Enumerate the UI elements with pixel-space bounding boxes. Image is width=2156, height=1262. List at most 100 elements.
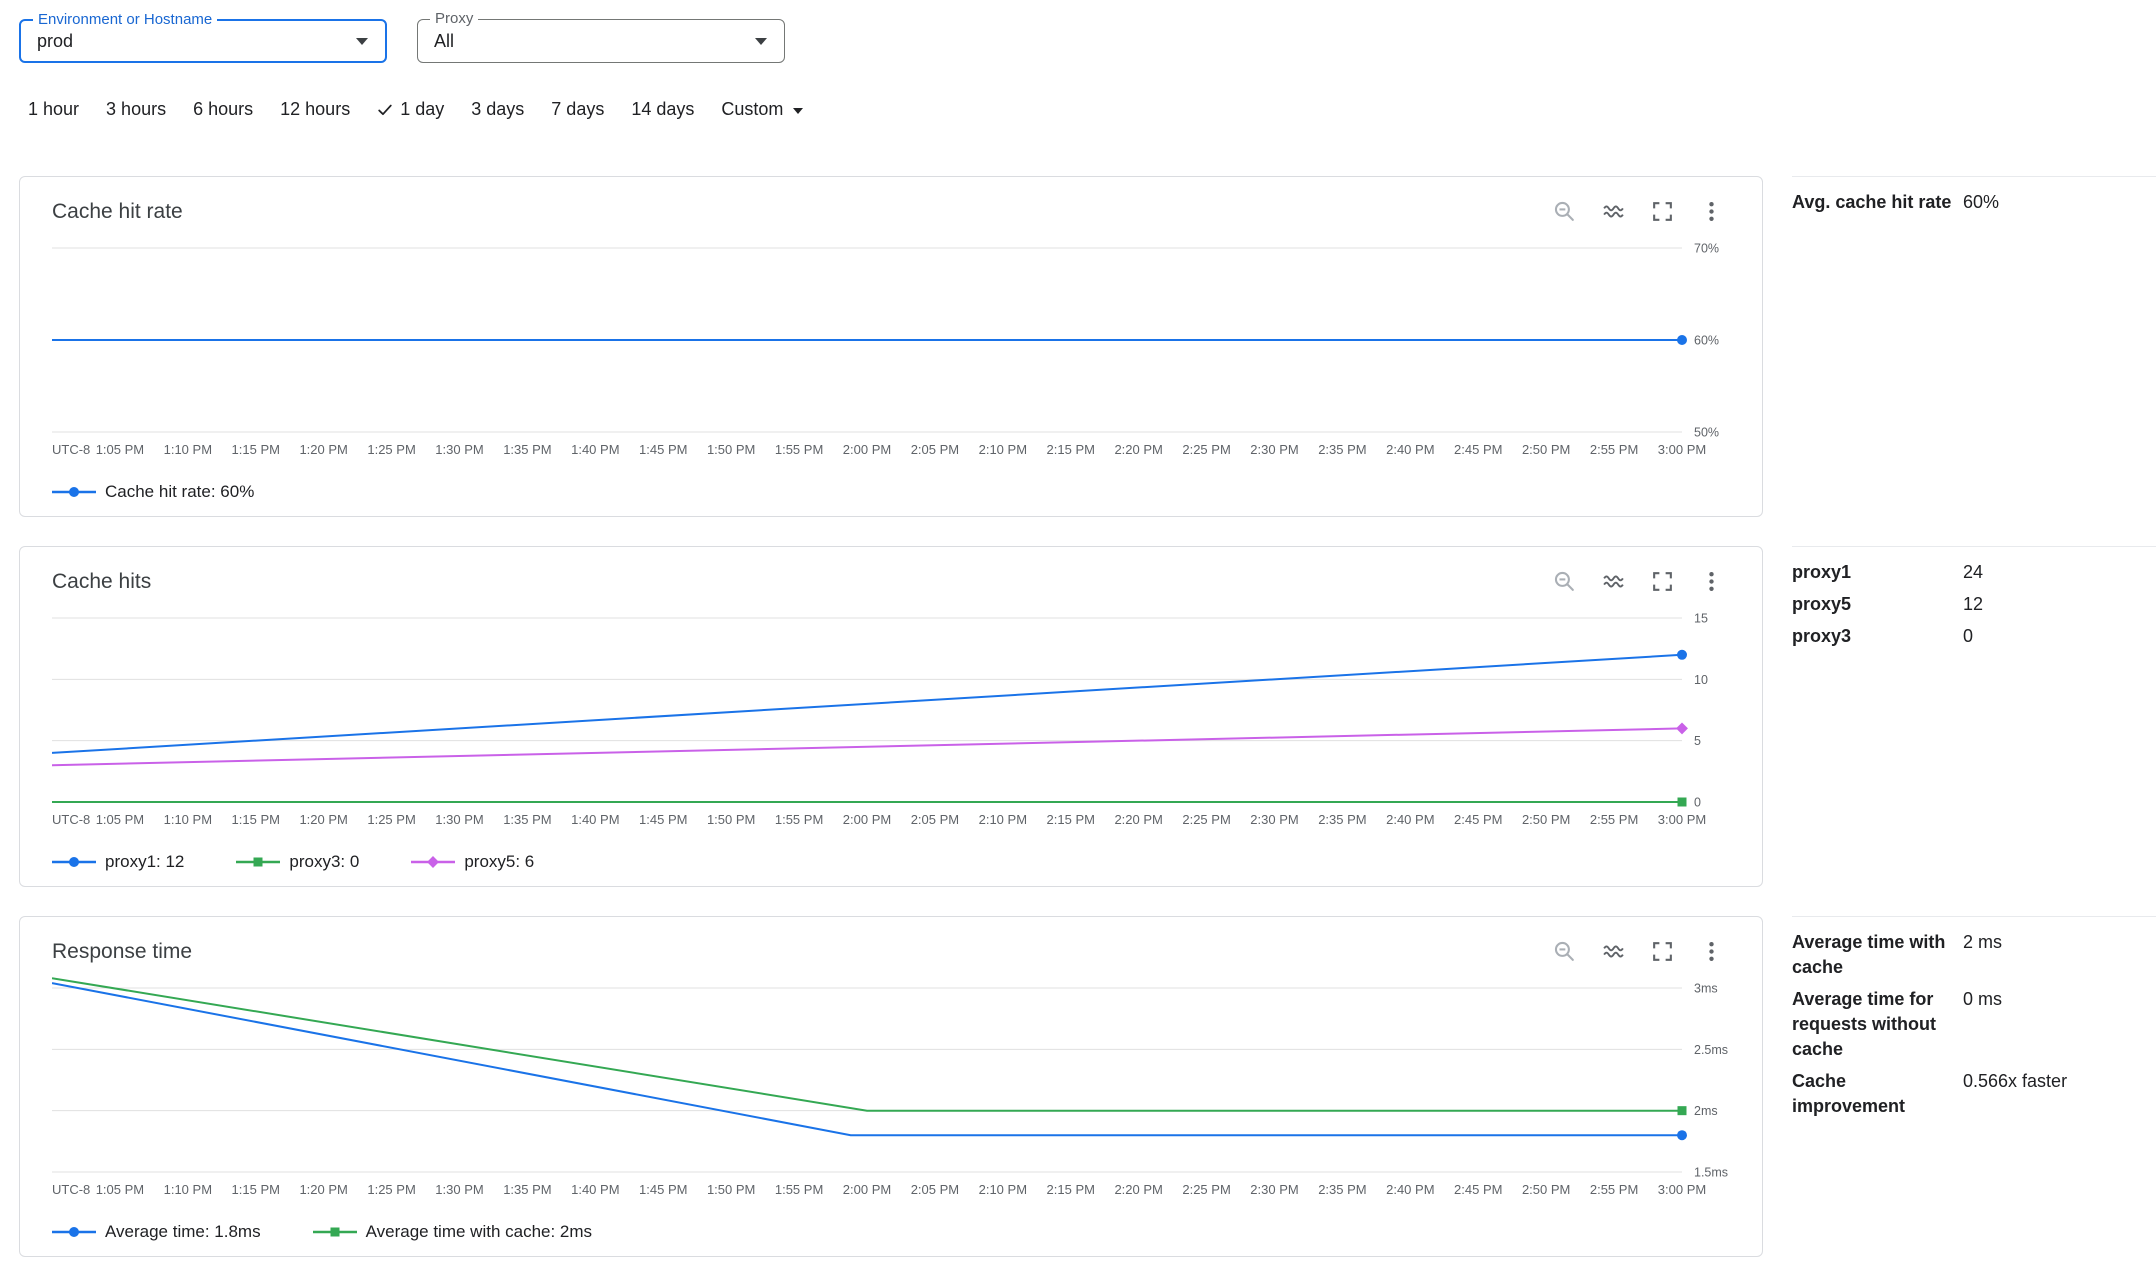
x-axis-tick-label: 1:30 PM [435, 812, 483, 827]
x-axis-tick-label: UTC-8 [52, 1182, 90, 1197]
more-options-icon[interactable] [1699, 199, 1724, 224]
proxy-select[interactable]: Proxy All [417, 10, 785, 63]
more-options-icon[interactable] [1699, 569, 1724, 594]
fullscreen-icon[interactable] [1650, 199, 1675, 224]
stat-row: Average time with cache 2 ms [1792, 930, 2156, 980]
x-axis-tick-label: 3:00 PM [1658, 1182, 1706, 1197]
x-axis-tick-label: 1:15 PM [232, 812, 280, 827]
chart-canvas[interactable]: 3ms 2.5ms 2ms 1.5ms UTC-8 1:05 PM 1:10 PM 1:15 … [52, 972, 1730, 1212]
time-range-option-7-days[interactable]: 7 days [551, 99, 604, 120]
series-end-marker [1676, 722, 1688, 735]
time-range-option-14-days[interactable]: 14 days [631, 99, 694, 120]
legend-marker-icon [52, 857, 96, 867]
stat-value: 0.566x faster [1963, 1071, 2068, 1091]
stat-value: 0 [1963, 626, 1974, 646]
smooth-lines-icon[interactable] [1601, 569, 1626, 594]
stat-row: proxy5 12 [1792, 592, 2156, 617]
time-range-option-1-day[interactable]: 1 day [377, 99, 444, 120]
x-axis-tick-label: 2:15 PM [1047, 812, 1095, 827]
smooth-lines-icon[interactable] [1601, 939, 1626, 964]
legend-marker-icon [411, 856, 456, 868]
chart-canvas[interactable]: 15 10 5 0 UTC-8 1:05 PM 1:10 PM 1:15 PM 1:20 PM 1… [52, 602, 1730, 842]
series-end-marker [330, 1227, 340, 1237]
y-axis-tick-label: 10 [1694, 673, 1708, 687]
y-axis-tick-label: 60% [1694, 334, 1719, 348]
x-axis-tick-label: 2:25 PM [1182, 812, 1230, 827]
stat-value: 12 [1963, 594, 1984, 614]
fullscreen-icon[interactable] [1650, 569, 1675, 594]
chart-card: Response time [19, 916, 1763, 1257]
x-axis-tick-label: 1:05 PM [96, 1182, 144, 1197]
zoom-out-icon[interactable] [1552, 569, 1577, 594]
more-options-icon[interactable] [1699, 939, 1724, 964]
x-axis-tick-label: 1:55 PM [775, 812, 823, 827]
chevron-down-icon [355, 37, 369, 46]
fullscreen-icon[interactable] [1650, 939, 1675, 964]
series-end-marker [69, 857, 79, 867]
stat-value: 2 ms [1963, 932, 2003, 952]
x-axis-tick-label: 2:30 PM [1250, 442, 1298, 457]
x-axis-tick-label: 1:55 PM [775, 1182, 823, 1197]
x-axis-tick-label: 1:55 PM [775, 442, 823, 457]
chart-legend: Cache hit rate: 60% [52, 482, 1730, 502]
x-axis-tick-label: 1:20 PM [299, 442, 347, 457]
time-range-label: 6 hours [193, 99, 254, 119]
legend-marker-icon [312, 1227, 357, 1237]
zoom-out-icon[interactable] [1552, 939, 1577, 964]
x-axis-tick-label: 2:10 PM [979, 442, 1027, 457]
chart-legend: proxy1: 12 proxy3: 0 proxy5: 6 [52, 852, 1730, 872]
legend-label: Average time: 1.8ms [105, 1222, 261, 1241]
time-range-option-3-days[interactable]: 3 days [471, 99, 524, 120]
x-axis-tick-label: 2:05 PM [911, 1182, 959, 1197]
x-axis-tick-label: 1:25 PM [367, 442, 415, 457]
x-axis-tick-label: UTC-8 [52, 812, 90, 827]
environment-select[interactable]: Environment or Hostname prod [19, 11, 387, 63]
chart-title: Cache hit rate [52, 199, 183, 223]
stat-label: proxy3 [1792, 626, 1852, 646]
x-axis-tick-label: 2:20 PM [1114, 1182, 1162, 1197]
chevron-down-icon [754, 37, 768, 46]
legend-label: proxy3: 0 [289, 852, 360, 871]
time-range-option-3-hours[interactable]: 3 hours [106, 99, 166, 120]
x-axis-tick-label: 1:25 PM [367, 812, 415, 827]
legend-item: Average time: 1.8ms [52, 1222, 261, 1242]
smooth-lines-icon[interactable] [1601, 199, 1626, 224]
time-range-option-1-hour[interactable]: 1 hour [28, 99, 79, 120]
time-range-label: 1 day [400, 99, 445, 119]
x-axis-tick-label: 1:50 PM [707, 442, 755, 457]
y-axis-tick-label: 70% [1694, 242, 1719, 256]
time-range-option-6-hours[interactable]: 6 hours [193, 99, 253, 120]
stat-label: proxy5 [1792, 594, 1852, 614]
x-axis-tick-label: 1:05 PM [96, 442, 144, 457]
stat-label: Average time for requests without cache [1792, 989, 1937, 1059]
y-axis-tick-label: 2ms [1694, 1104, 1718, 1118]
stat-value: 24 [1963, 562, 1984, 582]
x-axis-tick-label: 2:45 PM [1454, 1182, 1502, 1197]
x-axis-tick-label: 2:40 PM [1386, 442, 1434, 457]
x-axis-tick-label: 1:35 PM [503, 442, 551, 457]
x-axis-tick-label: 1:45 PM [639, 812, 687, 827]
x-axis-tick-label: 1:45 PM [639, 442, 687, 457]
time-range-option-12-hours[interactable]: 12 hours [280, 99, 350, 120]
chart-card: Cache hit rate [19, 176, 1763, 517]
legend-label: proxy1: 12 [105, 852, 185, 871]
chevron-down-icon [792, 99, 804, 120]
x-axis-tick-label: 2:45 PM [1454, 812, 1502, 827]
y-axis-tick-label: 50% [1694, 426, 1719, 440]
series-end-marker [1677, 797, 1687, 807]
chart-canvas[interactable]: 70% 60% 50% UTC-8 1:05 PM 1:10 PM 1:15 PM 1:20 … [52, 232, 1730, 472]
series-end-marker [1677, 335, 1687, 345]
zoom-out-icon[interactable] [1552, 199, 1577, 224]
series-line [52, 727, 1683, 767]
time-range-custom[interactable]: Custom [721, 99, 804, 120]
x-axis-tick-label: 2:40 PM [1386, 812, 1434, 827]
time-range-label: 1 hour [28, 99, 80, 119]
legend-item: Average time with cache: 2ms [312, 1222, 592, 1242]
stat-row: proxy1 24 [1792, 560, 2156, 585]
x-axis-tick-label: 2:20 PM [1114, 442, 1162, 457]
x-axis-tick-label: 1:10 PM [164, 442, 212, 457]
stat-row: Avg. cache hit rate 60% [1792, 190, 2156, 215]
stats-panel: Average time with cache 2 ms Average time … [1792, 916, 2156, 1257]
x-axis-tick-label: 1:40 PM [571, 812, 619, 827]
